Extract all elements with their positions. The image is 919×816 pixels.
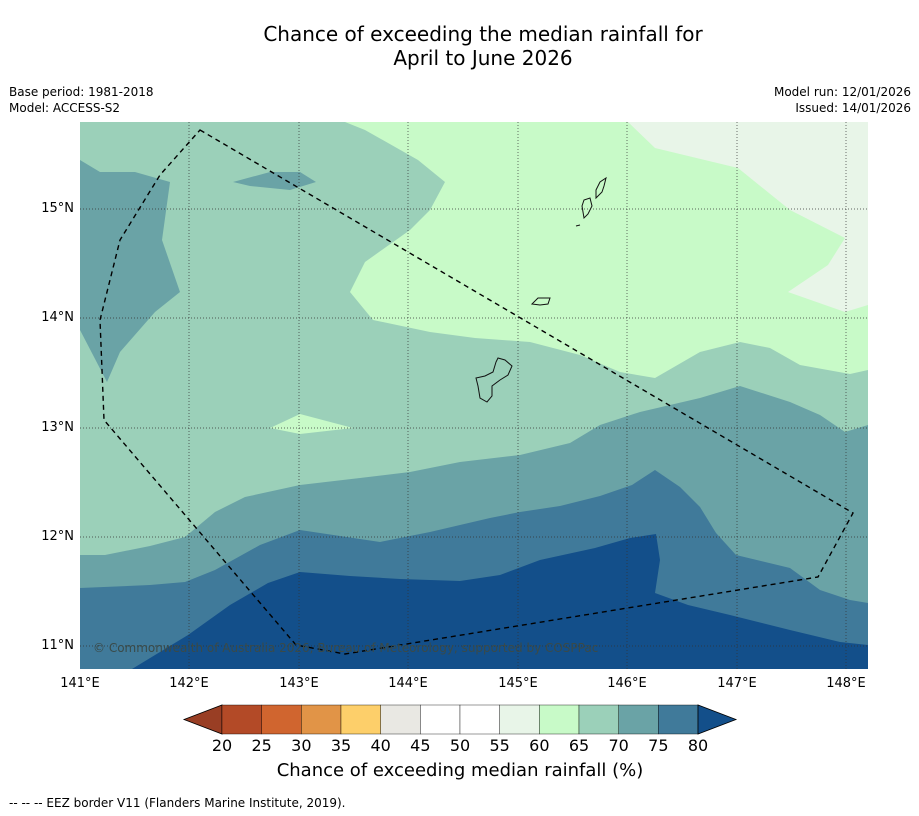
colorbar-tick-label: 70 <box>608 736 629 755</box>
zone-70-75-west <box>80 160 180 382</box>
colorbar-cell <box>420 704 461 735</box>
island-saipan <box>595 176 607 200</box>
longitude-label: 145°E <box>498 676 538 691</box>
colorbar-cell <box>618 704 659 735</box>
colorbar <box>182 704 738 735</box>
colorbar-tick-label: 55 <box>489 736 510 755</box>
colorbar-tick-label: 75 <box>648 736 669 755</box>
colorbar-cell <box>578 704 619 735</box>
longitude-label: 142°E <box>169 676 209 691</box>
longitude-label: 143°E <box>279 676 319 691</box>
zone-55-60 <box>628 122 868 312</box>
island-rota <box>530 297 551 306</box>
longitude-label: 146°E <box>607 676 647 691</box>
gridlines <box>80 122 868 669</box>
longitude-label: 144°E <box>388 676 428 691</box>
colorbar-cell <box>221 704 262 735</box>
eez-footnote: -- -- -- EEZ border V11 (Flanders Marine… <box>9 796 346 810</box>
longitude-label: 148°E <box>826 676 866 691</box>
colorbar-cell <box>340 704 381 735</box>
colorbar-tick-label: 35 <box>330 736 352 755</box>
colorbar-tick-label: 45 <box>410 736 431 755</box>
colorbar-tick-label: 80 <box>687 736 709 755</box>
latitude-label: 13°N <box>41 420 74 435</box>
model-run: Model run: 12/01/2026 <box>773 85 911 99</box>
contour-zones <box>80 122 868 669</box>
latitude-label: 15°N <box>41 201 74 216</box>
longitude-label: 147°E <box>717 676 757 691</box>
colorbar-cell <box>459 704 500 735</box>
island-aguijan <box>575 224 581 227</box>
colorbar-tick-label: 50 <box>449 736 471 755</box>
title-line-2: April to June 2026 <box>393 46 573 70</box>
latitude-label: 14°N <box>41 310 74 325</box>
colorbar-cell <box>301 704 342 735</box>
issued-date: Issued: 14/01/2026 <box>795 101 911 115</box>
base-period: Base period: 1981-2018 <box>9 85 154 99</box>
colorbar-cells <box>221 704 699 735</box>
islands <box>475 176 607 403</box>
colorbar-cell <box>261 704 302 735</box>
latitude-label: 11°N <box>41 638 74 653</box>
latitude-label: 12°N <box>41 529 74 544</box>
colorbar-title: Chance of exceeding median rainfall (%) <box>276 760 644 781</box>
colorbar-under-triangle <box>182 704 223 735</box>
island-tinian <box>581 197 593 220</box>
colorbar-cell <box>539 704 580 735</box>
colorbar-tick-label: 65 <box>568 736 590 755</box>
zone-60-65-patch <box>270 414 353 434</box>
island-guam <box>475 357 513 403</box>
colorbar-tick-label: 60 <box>529 736 550 755</box>
zone-80-plus <box>132 534 868 669</box>
colorbar-tick-label: 20 <box>211 736 233 755</box>
meta-right: Model run: 12/01/2026 Issued: 14/01/2026 <box>774 84 911 116</box>
model-name: Model: ACCESS-S2 <box>9 101 121 115</box>
colorbar-cell <box>499 704 540 735</box>
meta-left: Base period: 1981-2018 Model: ACCESS-S2 <box>9 84 154 116</box>
copyright-text: © Commonwealth of Australia 2026, Bureau… <box>93 641 599 655</box>
colorbar-over-triangle <box>697 704 738 735</box>
colorbar-tick-label: 40 <box>370 736 391 755</box>
colorbar-tick-label: 25 <box>251 736 272 755</box>
title-line-1: Chance of exceeding the median rainfall … <box>263 22 703 46</box>
colorbar-cell <box>380 704 421 735</box>
map-title: Chance of exceeding the median rainfall … <box>0 22 919 70</box>
colorbar-tick-label: 30 <box>291 736 312 755</box>
eez-border <box>99 129 854 655</box>
longitude-label: 141°E <box>60 676 100 691</box>
colorbar-cell <box>658 704 699 735</box>
